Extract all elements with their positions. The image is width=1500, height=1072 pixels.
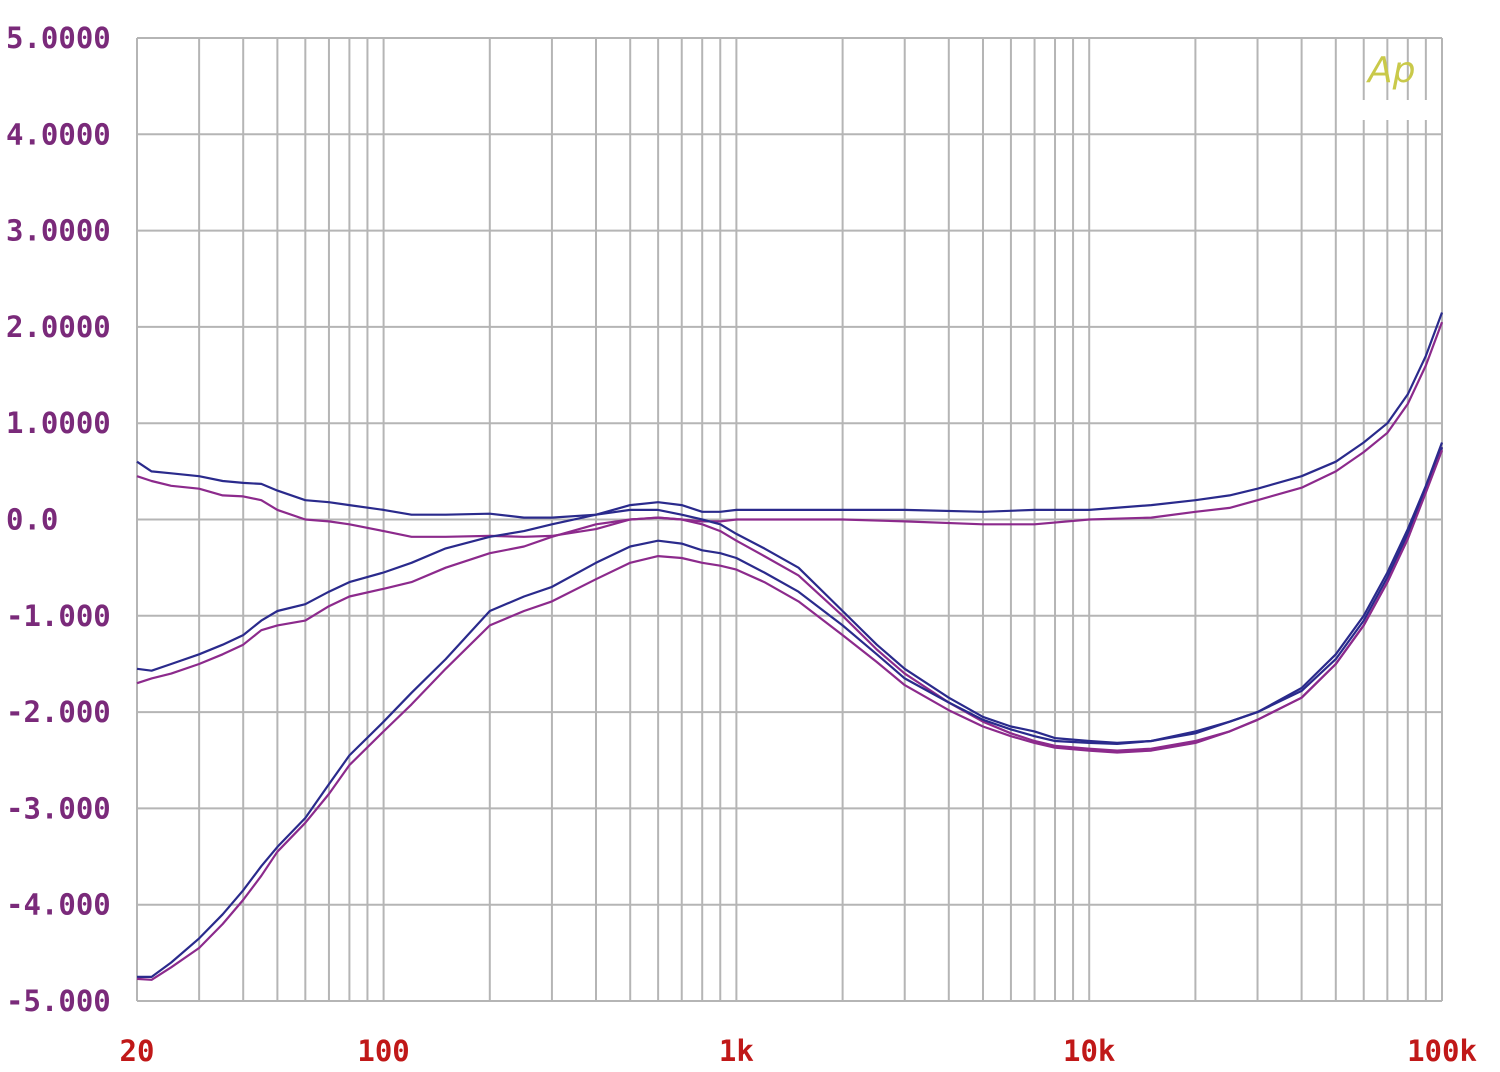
series-line-6 xyxy=(136,449,1444,981)
y-tick-label: 5.0000 xyxy=(6,21,111,55)
series-line-5 xyxy=(137,446,1444,978)
series-line-2 xyxy=(136,321,1444,538)
x-tick-label: 100 xyxy=(357,1034,409,1068)
series-group xyxy=(136,312,1444,981)
y-tick-label: 2.0000 xyxy=(6,310,111,344)
y-tick-label: 0.0 xyxy=(6,503,58,537)
x-axis-labels: 20 100 1k 10k 100k xyxy=(120,1034,1477,1068)
x-tick-label: 1k xyxy=(719,1034,754,1068)
y-tick-label: -4.000 xyxy=(6,888,111,922)
x-tick-label: 100k xyxy=(1407,1034,1477,1068)
y-tick-label: 3.0000 xyxy=(6,214,111,248)
y-tick-label: -3.000 xyxy=(6,791,111,825)
y-tick-label: 1.0000 xyxy=(6,406,111,440)
y-tick-label: 4.0000 xyxy=(6,117,111,151)
series-line-4 xyxy=(136,446,1444,752)
x-tick-label: 20 xyxy=(120,1034,155,1068)
series-line-3 xyxy=(136,442,1444,744)
series-line-1 xyxy=(136,312,1444,519)
x-tick-label: 10k xyxy=(1063,1034,1115,1068)
ap-logo: Ap xyxy=(1366,50,1415,91)
y-tick-label: -5.000 xyxy=(6,984,111,1018)
y-tick-label: -1.000 xyxy=(6,599,111,633)
y-tick-label: -2.000 xyxy=(6,695,111,729)
logo-tick-marks xyxy=(1362,100,1428,120)
y-axis-labels: 5.0000 4.0000 3.0000 2.0000 1.0000 0.0 -1.000 -… xyxy=(6,21,111,1018)
